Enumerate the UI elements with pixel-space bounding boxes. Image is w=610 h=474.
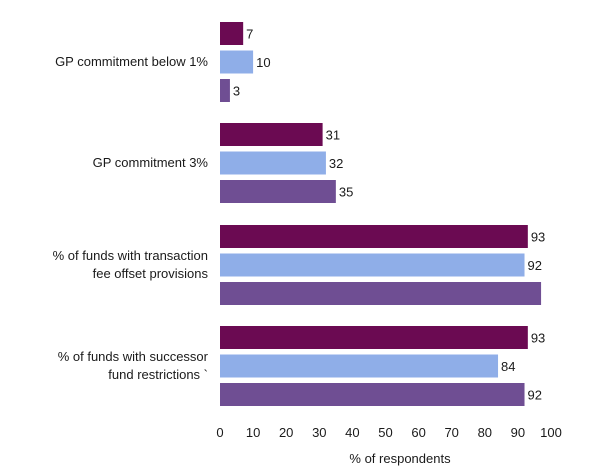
- bar-value-label: 7: [246, 27, 253, 42]
- bar-value-label: 3: [233, 84, 240, 99]
- category-label: % of funds with transaction: [53, 248, 208, 263]
- bar-value-label: 93: [531, 230, 545, 245]
- bar: [220, 22, 244, 45]
- x-tick-label: 60: [411, 425, 425, 440]
- bar-value-label: 92: [528, 258, 542, 273]
- bar: [220, 151, 326, 175]
- bar: [220, 180, 336, 203]
- bar: [220, 50, 254, 74]
- bar: [220, 282, 542, 305]
- bar-value-label: 93: [531, 331, 545, 346]
- bar-value-label: 10: [256, 55, 270, 70]
- x-tick-label: 0: [216, 425, 223, 440]
- category-label: % of funds with successor: [58, 349, 209, 364]
- x-tick-label: 10: [246, 425, 260, 440]
- x-tick-label: 70: [444, 425, 458, 440]
- x-axis: 0 10 20 30 40 50 60 70 80 90 100: [216, 425, 561, 440]
- x-tick-label: 20: [279, 425, 293, 440]
- bar-value-label: 84: [501, 359, 515, 374]
- category-label: fee offset provisions: [93, 266, 209, 281]
- bar-value-label: 32: [329, 156, 343, 171]
- x-tick-label: 90: [511, 425, 525, 440]
- category-label: GP commitment 3%: [93, 155, 209, 170]
- value-labels-layer: 710 3 31 32 35 93 92 93 84 92: [233, 27, 545, 403]
- bar-value-label: 92: [528, 388, 542, 403]
- bar: [220, 383, 525, 406]
- bar: [220, 225, 528, 248]
- x-axis-title: % of respondents: [349, 451, 451, 466]
- bar-value-label: 31: [326, 128, 340, 143]
- bar: [220, 326, 528, 349]
- bar-value-label: 35: [339, 185, 353, 200]
- x-tick-label: 30: [312, 425, 326, 440]
- bar: [220, 253, 525, 277]
- category-labels-layer: GP commitment below 1% GP commitment 3% % …: [53, 54, 209, 382]
- category-label: GP commitment below 1%: [55, 54, 208, 69]
- bars-layer: [220, 22, 542, 406]
- bar: [220, 354, 499, 378]
- bar: [220, 79, 230, 102]
- category-label: fund restrictions `: [108, 367, 208, 382]
- x-tick-label: 40: [345, 425, 359, 440]
- x-tick-label: 80: [478, 425, 492, 440]
- x-tick-label: 50: [378, 425, 392, 440]
- bar: [220, 123, 323, 146]
- x-tick-label: 100: [540, 425, 562, 440]
